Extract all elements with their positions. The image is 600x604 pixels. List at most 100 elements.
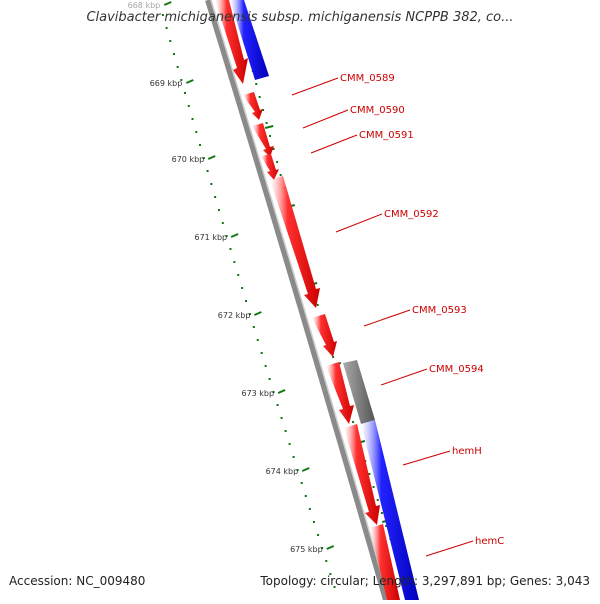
- ruler-tick: [172, 53, 175, 55]
- forward-strand-genes[interactable]: [215, 0, 400, 600]
- ruler-tick: [199, 144, 202, 146]
- ruler-tick: [292, 456, 295, 458]
- ruler-tick: [288, 443, 291, 445]
- gene-label[interactable]: CMM_0591: [359, 130, 414, 141]
- ruler-tick: [300, 482, 303, 484]
- ruler-tick: [169, 40, 172, 42]
- outer-tick: [332, 356, 335, 358]
- ruler-major-tick: [326, 545, 335, 550]
- ruler-tick: [284, 430, 287, 432]
- ruler-major-tick: [254, 311, 262, 316]
- ruler-tick: [217, 209, 220, 211]
- backbone: [205, 0, 390, 601]
- ruler-tick: [195, 131, 198, 133]
- ruler-tick: [225, 235, 228, 237]
- ruler-tick: [165, 27, 168, 29]
- ruler-tick: [304, 495, 307, 497]
- gene-label[interactable]: CMM_0593: [412, 305, 467, 316]
- outer-tick: [255, 83, 258, 85]
- gene-arrow-hemh[interactable]: [344, 424, 380, 525]
- ruler-tick: [221, 222, 224, 224]
- gene-arrow-cmm-0594[interactable]: [326, 362, 354, 424]
- ruler-label: 675 kbp: [290, 545, 323, 554]
- ruler-tick: [210, 183, 213, 185]
- outer-tick: [276, 161, 279, 163]
- gene-label[interactable]: CMM_0594: [429, 364, 484, 375]
- gene-label[interactable]: CMM_0589: [340, 73, 395, 84]
- gene-arrow-cmm-0588[interactable]: [215, 0, 248, 84]
- ruler-tick: [248, 313, 251, 315]
- outer-tick: [376, 499, 379, 501]
- gene-labels: CMM_0589 CMM_0590 CMM_0591 CMM_0592 CMM_0593…: [291, 73, 504, 557]
- ruler-tick: [280, 417, 283, 419]
- ruler-tick: [176, 66, 179, 68]
- outer-tick: [372, 486, 375, 488]
- gene-leader-line: [425, 540, 474, 557]
- gene-arrow-cmm-0593[interactable]: [312, 314, 337, 357]
- gene-label[interactable]: CMM_0590: [350, 105, 405, 116]
- ruler-major-tick: [230, 233, 239, 238]
- outer-tick: [380, 512, 383, 514]
- ruler-major-tick: [207, 155, 216, 160]
- gene-arrow-cmm-0590[interactable]: [252, 123, 274, 157]
- outer-tick: [279, 174, 282, 176]
- ruler-tick: [214, 196, 217, 198]
- ruler-tick: [325, 560, 328, 562]
- ruler-tick: [333, 586, 336, 588]
- gene-leader-line: [291, 77, 339, 96]
- ruler-tick: [237, 274, 240, 276]
- gene-label[interactable]: hemH: [452, 446, 482, 457]
- ruler-major-tick: [163, 1, 172, 6]
- ruler-tick: [245, 300, 247, 302]
- ruler-tick: [233, 261, 236, 263]
- ruler-tick: [252, 326, 255, 328]
- ruler-tick: [229, 248, 232, 250]
- outer-tick: [385, 525, 388, 527]
- gene-arrow-cmm-0591[interactable]: [261, 154, 279, 180]
- ruler-tick: [256, 339, 259, 341]
- outer-tick: [269, 135, 272, 137]
- reverse-strand-features[interactable]: [230, 0, 419, 600]
- ruler-label: 672 kbp: [218, 311, 251, 320]
- gene-leader-line: [310, 134, 358, 154]
- ruler-tick: [312, 521, 315, 523]
- outer-tick: [258, 96, 261, 98]
- gene-arrow-hemc[interactable]: [370, 524, 400, 600]
- gene-arrow-cmm-0592[interactable]: [270, 176, 320, 308]
- genome-title: Clavibacter michiganensis subsp. michiga…: [86, 10, 514, 25]
- ruler-tick: [184, 92, 187, 94]
- gene-leader-line: [380, 368, 428, 386]
- outer-tick: [262, 109, 265, 111]
- ruler-label: 673 kbp: [241, 389, 274, 398]
- ruler-tick: [272, 391, 275, 393]
- ruler-tick: [268, 378, 271, 380]
- ruler-tick: [329, 573, 332, 575]
- gene-leader-line: [335, 213, 383, 233]
- ruler-tick: [180, 79, 183, 81]
- gene-label[interactable]: hemC: [475, 536, 504, 547]
- outer-tick: [272, 148, 275, 150]
- grey-feature[interactable]: [343, 360, 375, 424]
- outer-tick: [352, 421, 355, 423]
- ruler-tick: [191, 118, 194, 120]
- ruler-tick: [241, 287, 244, 289]
- gene-leader-line: [363, 309, 411, 327]
- gene-leader-line: [302, 109, 349, 129]
- ruler-tick: [161, 14, 164, 16]
- ruler-tick: [202, 157, 205, 159]
- ruler-label: 670 kbp: [172, 155, 205, 164]
- gene-label[interactable]: CMM_0592: [384, 209, 439, 220]
- ruler-major-tick: [277, 389, 286, 394]
- ruler-tick: [206, 170, 209, 172]
- outer-tick: [265, 122, 268, 124]
- ruler-label: 674 kbp: [266, 467, 299, 476]
- ruler-tick: [321, 547, 324, 549]
- ruler-label: 669 kbp: [150, 79, 183, 88]
- ruler-label: 671 kbp: [195, 233, 228, 242]
- outer-major-tick: [264, 125, 274, 129]
- gene-leader-line: [402, 450, 451, 466]
- ruler-tick: [296, 469, 299, 471]
- gene-arrow-cmm-0589[interactable]: [243, 92, 263, 120]
